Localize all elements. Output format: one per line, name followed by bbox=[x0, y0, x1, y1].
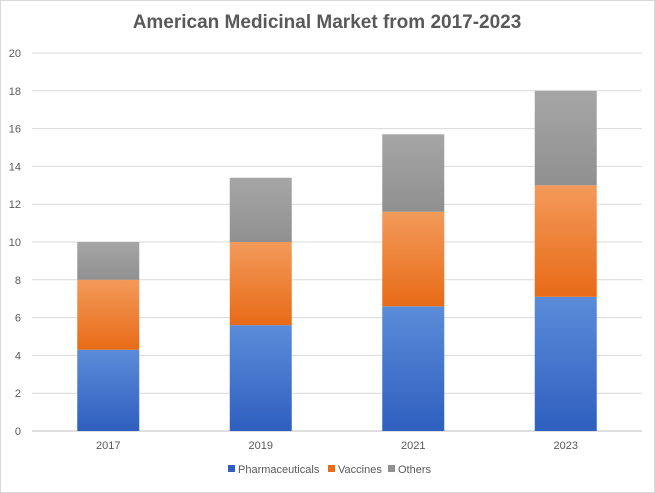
x-tick-label: 2023 bbox=[554, 440, 578, 452]
x-tick-label: 2021 bbox=[401, 440, 425, 452]
legend-item-pharmaceuticals: Pharmaceuticals bbox=[228, 464, 320, 476]
y-axis-ticks: 0 2 4 6 8 10 12 14 16 18 20 bbox=[9, 48, 21, 438]
bar-others-2019 bbox=[229, 177, 292, 242]
y-tick-label: 12 bbox=[9, 199, 21, 211]
legend-swatch bbox=[228, 465, 235, 472]
y-tick-label: 2 bbox=[15, 388, 21, 400]
y-tick-label: 8 bbox=[15, 275, 21, 287]
y-tick-label: 10 bbox=[9, 237, 21, 249]
legend: Pharmaceuticals Vaccines Others bbox=[228, 464, 432, 476]
bar-vaccines-2023 bbox=[534, 185, 597, 297]
bar-vaccines-2017 bbox=[77, 279, 140, 350]
y-tick-label: 16 bbox=[9, 124, 21, 136]
chart-title: American Medicinal Market from 2017-2023 bbox=[133, 12, 522, 33]
x-tick-label: 2017 bbox=[96, 440, 120, 452]
x-axis-ticks: 2017 2019 2021 2023 bbox=[96, 440, 578, 452]
bar-others-2021 bbox=[382, 134, 445, 212]
y-tick-label: 6 bbox=[15, 313, 21, 325]
y-tick-label: 18 bbox=[9, 86, 21, 98]
y-tick-label: 20 bbox=[9, 48, 21, 60]
bar-vaccines-2019 bbox=[229, 242, 292, 326]
bar-pharmaceuticals-2017 bbox=[77, 349, 140, 431]
legend-item-vaccines: Vaccines bbox=[328, 464, 382, 476]
x-tick-label: 2019 bbox=[249, 440, 273, 452]
legend-label: Vaccines bbox=[338, 464, 382, 476]
legend-swatch bbox=[388, 465, 395, 472]
legend-item-others: Others bbox=[388, 464, 432, 476]
bar-pharmaceuticals-2019 bbox=[229, 325, 292, 431]
bar-pharmaceuticals-2023 bbox=[534, 296, 597, 431]
bar-vaccines-2021 bbox=[382, 211, 445, 307]
y-tick-label: 4 bbox=[15, 350, 21, 362]
bars bbox=[77, 90, 597, 431]
legend-swatch bbox=[328, 465, 335, 472]
bar-others-2023 bbox=[534, 90, 597, 186]
bar-pharmaceuticals-2021 bbox=[382, 306, 445, 431]
y-tick-label: 0 bbox=[15, 426, 21, 438]
bar-others-2017 bbox=[77, 242, 140, 280]
y-tick-label: 14 bbox=[9, 161, 21, 173]
legend-label: Pharmaceuticals bbox=[238, 464, 320, 476]
legend-label: Others bbox=[398, 464, 432, 476]
